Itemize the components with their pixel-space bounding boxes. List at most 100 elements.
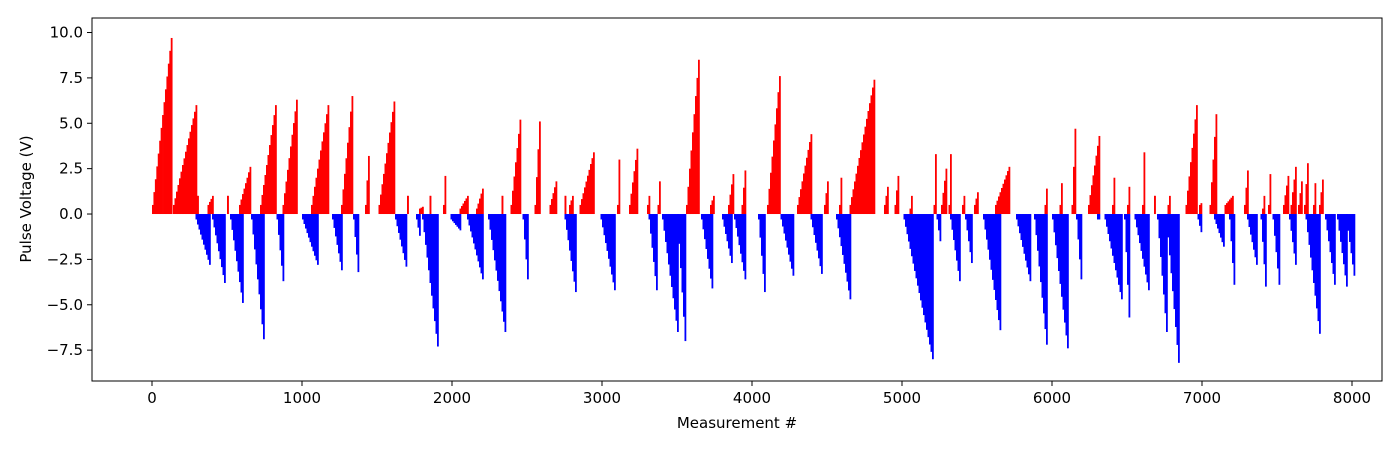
- negative-bar: [1023, 214, 1026, 254]
- positive-bar: [1005, 175, 1008, 215]
- negative-bar: [396, 214, 399, 227]
- positive-bar: [744, 170, 747, 215]
- negative-bar: [341, 214, 343, 271]
- negative-bar: [837, 214, 840, 229]
- positive-bar: [1301, 181, 1303, 215]
- negative-bar: [435, 214, 438, 334]
- negative-bar: [906, 214, 909, 235]
- negative-bar: [312, 214, 315, 252]
- negative-bar: [476, 214, 478, 256]
- negative-bar: [729, 214, 732, 256]
- positive-bar: [1190, 162, 1192, 215]
- positive-bar: [290, 146, 292, 215]
- negative-bar: [668, 214, 670, 265]
- negative-bar: [1146, 214, 1149, 283]
- positive-bar: [633, 171, 636, 215]
- negative-bar: [956, 214, 958, 261]
- negative-bar: [209, 214, 211, 265]
- negative-bar: [726, 214, 729, 242]
- negative-bar: [969, 214, 972, 253]
- positive-bar: [317, 168, 319, 215]
- negative-bar: [522, 214, 525, 220]
- negative-bar: [1035, 214, 1038, 236]
- positive-bar: [321, 141, 324, 215]
- positive-bar: [192, 118, 195, 215]
- negative-bar: [818, 214, 820, 259]
- positive-bar: [774, 124, 777, 215]
- negative-bar: [212, 214, 214, 220]
- negative-bar: [1056, 214, 1059, 259]
- negative-bar: [429, 214, 432, 283]
- negative-bar: [1037, 214, 1039, 251]
- negative-bar: [1217, 214, 1219, 229]
- negative-bar: [989, 214, 991, 260]
- negative-bar: [920, 214, 922, 301]
- negative-bar: [1254, 214, 1257, 258]
- positive-bar: [212, 195, 214, 215]
- positive-bar: [482, 188, 484, 215]
- positive-bar: [1269, 174, 1272, 215]
- positive-bar: [1088, 204, 1090, 215]
- positive-bar: [1299, 193, 1302, 215]
- negative-bar: [1176, 214, 1179, 345]
- positive-bar: [227, 195, 229, 215]
- positive-bar: [743, 187, 745, 215]
- negative-bar: [651, 214, 654, 248]
- positive-bar: [191, 125, 193, 215]
- positive-bar: [323, 132, 325, 215]
- positive-bar: [896, 190, 898, 215]
- negative-bar: [1166, 214, 1168, 220]
- positive-bar: [345, 158, 348, 215]
- negative-bar: [1338, 214, 1341, 231]
- negative-bar: [1200, 214, 1203, 233]
- negative-bar: [786, 214, 789, 248]
- negative-bar: [953, 214, 955, 241]
- negative-bar: [317, 214, 319, 265]
- negative-bar: [1076, 214, 1078, 220]
- negative-bar: [1022, 214, 1024, 247]
- positive-bar: [696, 77, 699, 215]
- negative-bar: [1109, 214, 1111, 242]
- negative-bar: [219, 214, 222, 260]
- positive-bar: [365, 204, 367, 215]
- negative-bar: [1052, 214, 1054, 220]
- positive-bar: [291, 134, 294, 215]
- negative-bar: [1118, 214, 1120, 285]
- negative-bar: [417, 214, 420, 228]
- negative-bar: [731, 214, 733, 264]
- positive-bar: [510, 204, 513, 215]
- positive-bar: [242, 194, 244, 215]
- positive-bar: [246, 177, 249, 215]
- negative-bar: [222, 214, 225, 276]
- negative-bar: [677, 214, 679, 332]
- positive-bar: [1209, 204, 1212, 215]
- negative-bar: [1248, 214, 1251, 228]
- positive-bar: [977, 192, 979, 215]
- positive-bar: [1059, 204, 1062, 215]
- negative-bar: [1115, 214, 1117, 271]
- negative-bar: [467, 214, 469, 220]
- positive-bar: [1227, 201, 1230, 215]
- negative-bar: [1253, 214, 1255, 250]
- negative-bar: [954, 214, 957, 251]
- negative-bar: [311, 214, 313, 247]
- positive-bar: [1307, 163, 1309, 215]
- positive-bar: [312, 195, 315, 215]
- negative-bar: [1307, 214, 1309, 233]
- negative-bar: [1173, 214, 1176, 310]
- x-tick-label: 0: [147, 389, 157, 407]
- negative-bar: [671, 214, 673, 287]
- negative-bar: [434, 214, 436, 322]
- negative-bar: [213, 214, 216, 228]
- positive-bar: [1314, 183, 1317, 215]
- positive-bar: [348, 127, 351, 215]
- negative-bar: [252, 214, 255, 235]
- negative-bar: [1113, 214, 1116, 264]
- positive-bar: [1305, 184, 1308, 215]
- negative-bar: [950, 214, 952, 220]
- positive-bar: [1142, 204, 1144, 215]
- negative-bar: [792, 214, 795, 276]
- negative-bar: [1046, 214, 1048, 345]
- negative-bar: [216, 214, 219, 244]
- positive-bar: [873, 79, 876, 215]
